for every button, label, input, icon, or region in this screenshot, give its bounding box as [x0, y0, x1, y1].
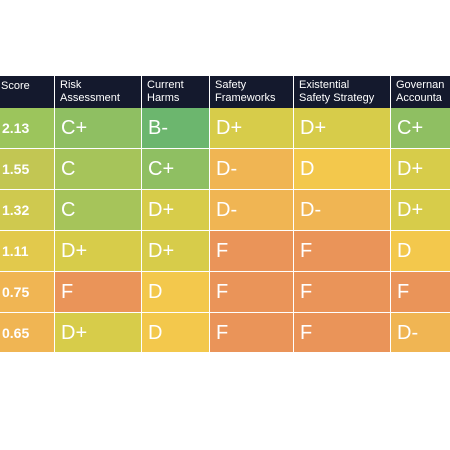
grade-cell-safety-frameworks: F: [210, 313, 294, 352]
grade-cell-risk-assessment: D+: [55, 313, 142, 352]
header-safety-frameworks-line-1: Safety: [215, 79, 247, 91]
grade-cell-current-harms: D: [142, 272, 210, 313]
header-governance-accountability-line-1: Governan: [396, 79, 445, 91]
header-current-harms-line-2: Harms: [147, 92, 180, 104]
grade-cell-risk-assessment: D+: [55, 231, 142, 272]
grade-cell-existential-safety-strategy: F: [294, 313, 391, 352]
score-cell: 1.32: [0, 190, 55, 231]
grade-cell-safety-frameworks: F: [210, 231, 294, 272]
grade-cell-governance-accountability: F: [391, 272, 450, 313]
table-row: 0.75 F D F F F: [0, 272, 450, 313]
header-existential-safety-strategy-line-2: Safety Strategy: [299, 92, 375, 104]
grade-cell-risk-assessment: C+: [55, 108, 142, 149]
score-cell: 0.75: [0, 272, 55, 313]
header-governance-accountability-line-2: Accounta: [396, 92, 442, 104]
grade-cell-governance-accountability: D+: [391, 149, 450, 190]
grade-cell-existential-safety-strategy: D+: [294, 108, 391, 149]
header-score-line-1: Score: [1, 80, 30, 92]
grade-cell-current-harms: B-: [142, 108, 210, 149]
header-existential-safety-strategy: Existential Safety Strategy: [294, 76, 391, 108]
header-risk-assessment: Risk Assessment: [55, 76, 142, 108]
grade-cell-current-harms: D+: [142, 231, 210, 272]
header-current-harms: Current Harms: [142, 76, 210, 108]
table-row: 0.65 D+ D F F D-: [0, 313, 450, 352]
grade-table: Score Risk Assessment Current Harms Safe…: [0, 76, 450, 352]
table-row: 1.32 C D+ D- D- D+: [0, 190, 450, 231]
score-cell: 1.55: [0, 149, 55, 190]
header-safety-frameworks-line-2: Frameworks: [215, 92, 276, 104]
header-existential-safety-strategy-line-1: Existential: [299, 79, 350, 91]
grade-cell-safety-frameworks: D-: [210, 190, 294, 231]
header-risk-assessment-line-1: Risk: [60, 79, 82, 91]
grade-cell-safety-frameworks: D-: [210, 149, 294, 190]
grade-cell-current-harms: D: [142, 313, 210, 352]
grade-cell-current-harms: D+: [142, 190, 210, 231]
table-row: 1.11 D+ D+ F F D: [0, 231, 450, 272]
grade-cell-safety-frameworks: F: [210, 272, 294, 313]
grade-cell-existential-safety-strategy: F: [294, 272, 391, 313]
header-score: Score: [0, 76, 55, 108]
score-cell: 1.11: [0, 231, 55, 272]
grade-cell-risk-assessment: C: [55, 149, 142, 190]
header-governance-accountability: Governan Accounta: [391, 76, 450, 108]
header-safety-frameworks: Safety Frameworks: [210, 76, 294, 108]
table-row: 1.55 C C+ D- D D+: [0, 149, 450, 190]
grade-cell-governance-accountability: C+: [391, 108, 450, 149]
grade-cell-safety-frameworks: D+: [210, 108, 294, 149]
grade-cell-existential-safety-strategy: F: [294, 231, 391, 272]
header-current-harms-line-1: Current: [147, 79, 184, 91]
grade-cell-existential-safety-strategy: D-: [294, 190, 391, 231]
grade-cell-risk-assessment: C: [55, 190, 142, 231]
table-row: 2.13 C+ B- D+ D+ C+: [0, 108, 450, 149]
header-row: Score Risk Assessment Current Harms Safe…: [0, 76, 450, 108]
grade-cell-governance-accountability: D: [391, 231, 450, 272]
grade-cell-governance-accountability: D+: [391, 190, 450, 231]
score-cell: 0.65: [0, 313, 55, 352]
grade-cell-current-harms: C+: [142, 149, 210, 190]
grade-cell-existential-safety-strategy: D: [294, 149, 391, 190]
grade-cell-governance-accountability: D-: [391, 313, 450, 352]
score-cell: 2.13: [0, 108, 55, 149]
header-risk-assessment-line-2: Assessment: [60, 92, 120, 104]
grade-cell-risk-assessment: F: [55, 272, 142, 313]
